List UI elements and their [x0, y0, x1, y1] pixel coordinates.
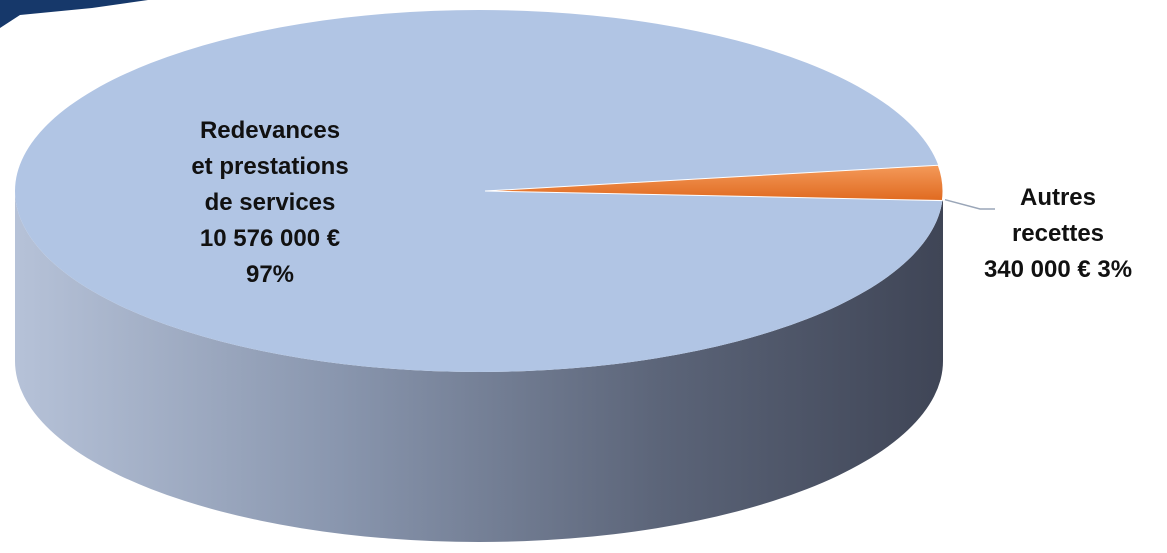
slice-label-line: 340 000 € 3%: [983, 256, 1133, 283]
slice-label-autres: Autres recettes 340 000 € 3%: [938, 180, 1167, 288]
slice-label-line: recettes: [1011, 220, 1105, 247]
slice-label-line: 97%: [245, 261, 295, 288]
pie-group: [15, 10, 995, 542]
pie-slice-redevances: [15, 10, 943, 372]
slice-label-line: Autres: [1019, 184, 1097, 211]
corner-accent: [0, 0, 148, 28]
slice-label-line: de services: [204, 189, 336, 216]
pie-slice-autres: [484, 164, 944, 202]
pie-side: [15, 191, 943, 542]
slice-label-line: et prestations: [191, 153, 349, 180]
leader-line-autres: [944, 198, 995, 210]
slice-label-line: 10 576 000 €: [199, 225, 341, 252]
slice-label-redevances: Redevances et prestations de services 10…: [150, 113, 390, 293]
slice-label-line: Redevances: [199, 117, 341, 144]
